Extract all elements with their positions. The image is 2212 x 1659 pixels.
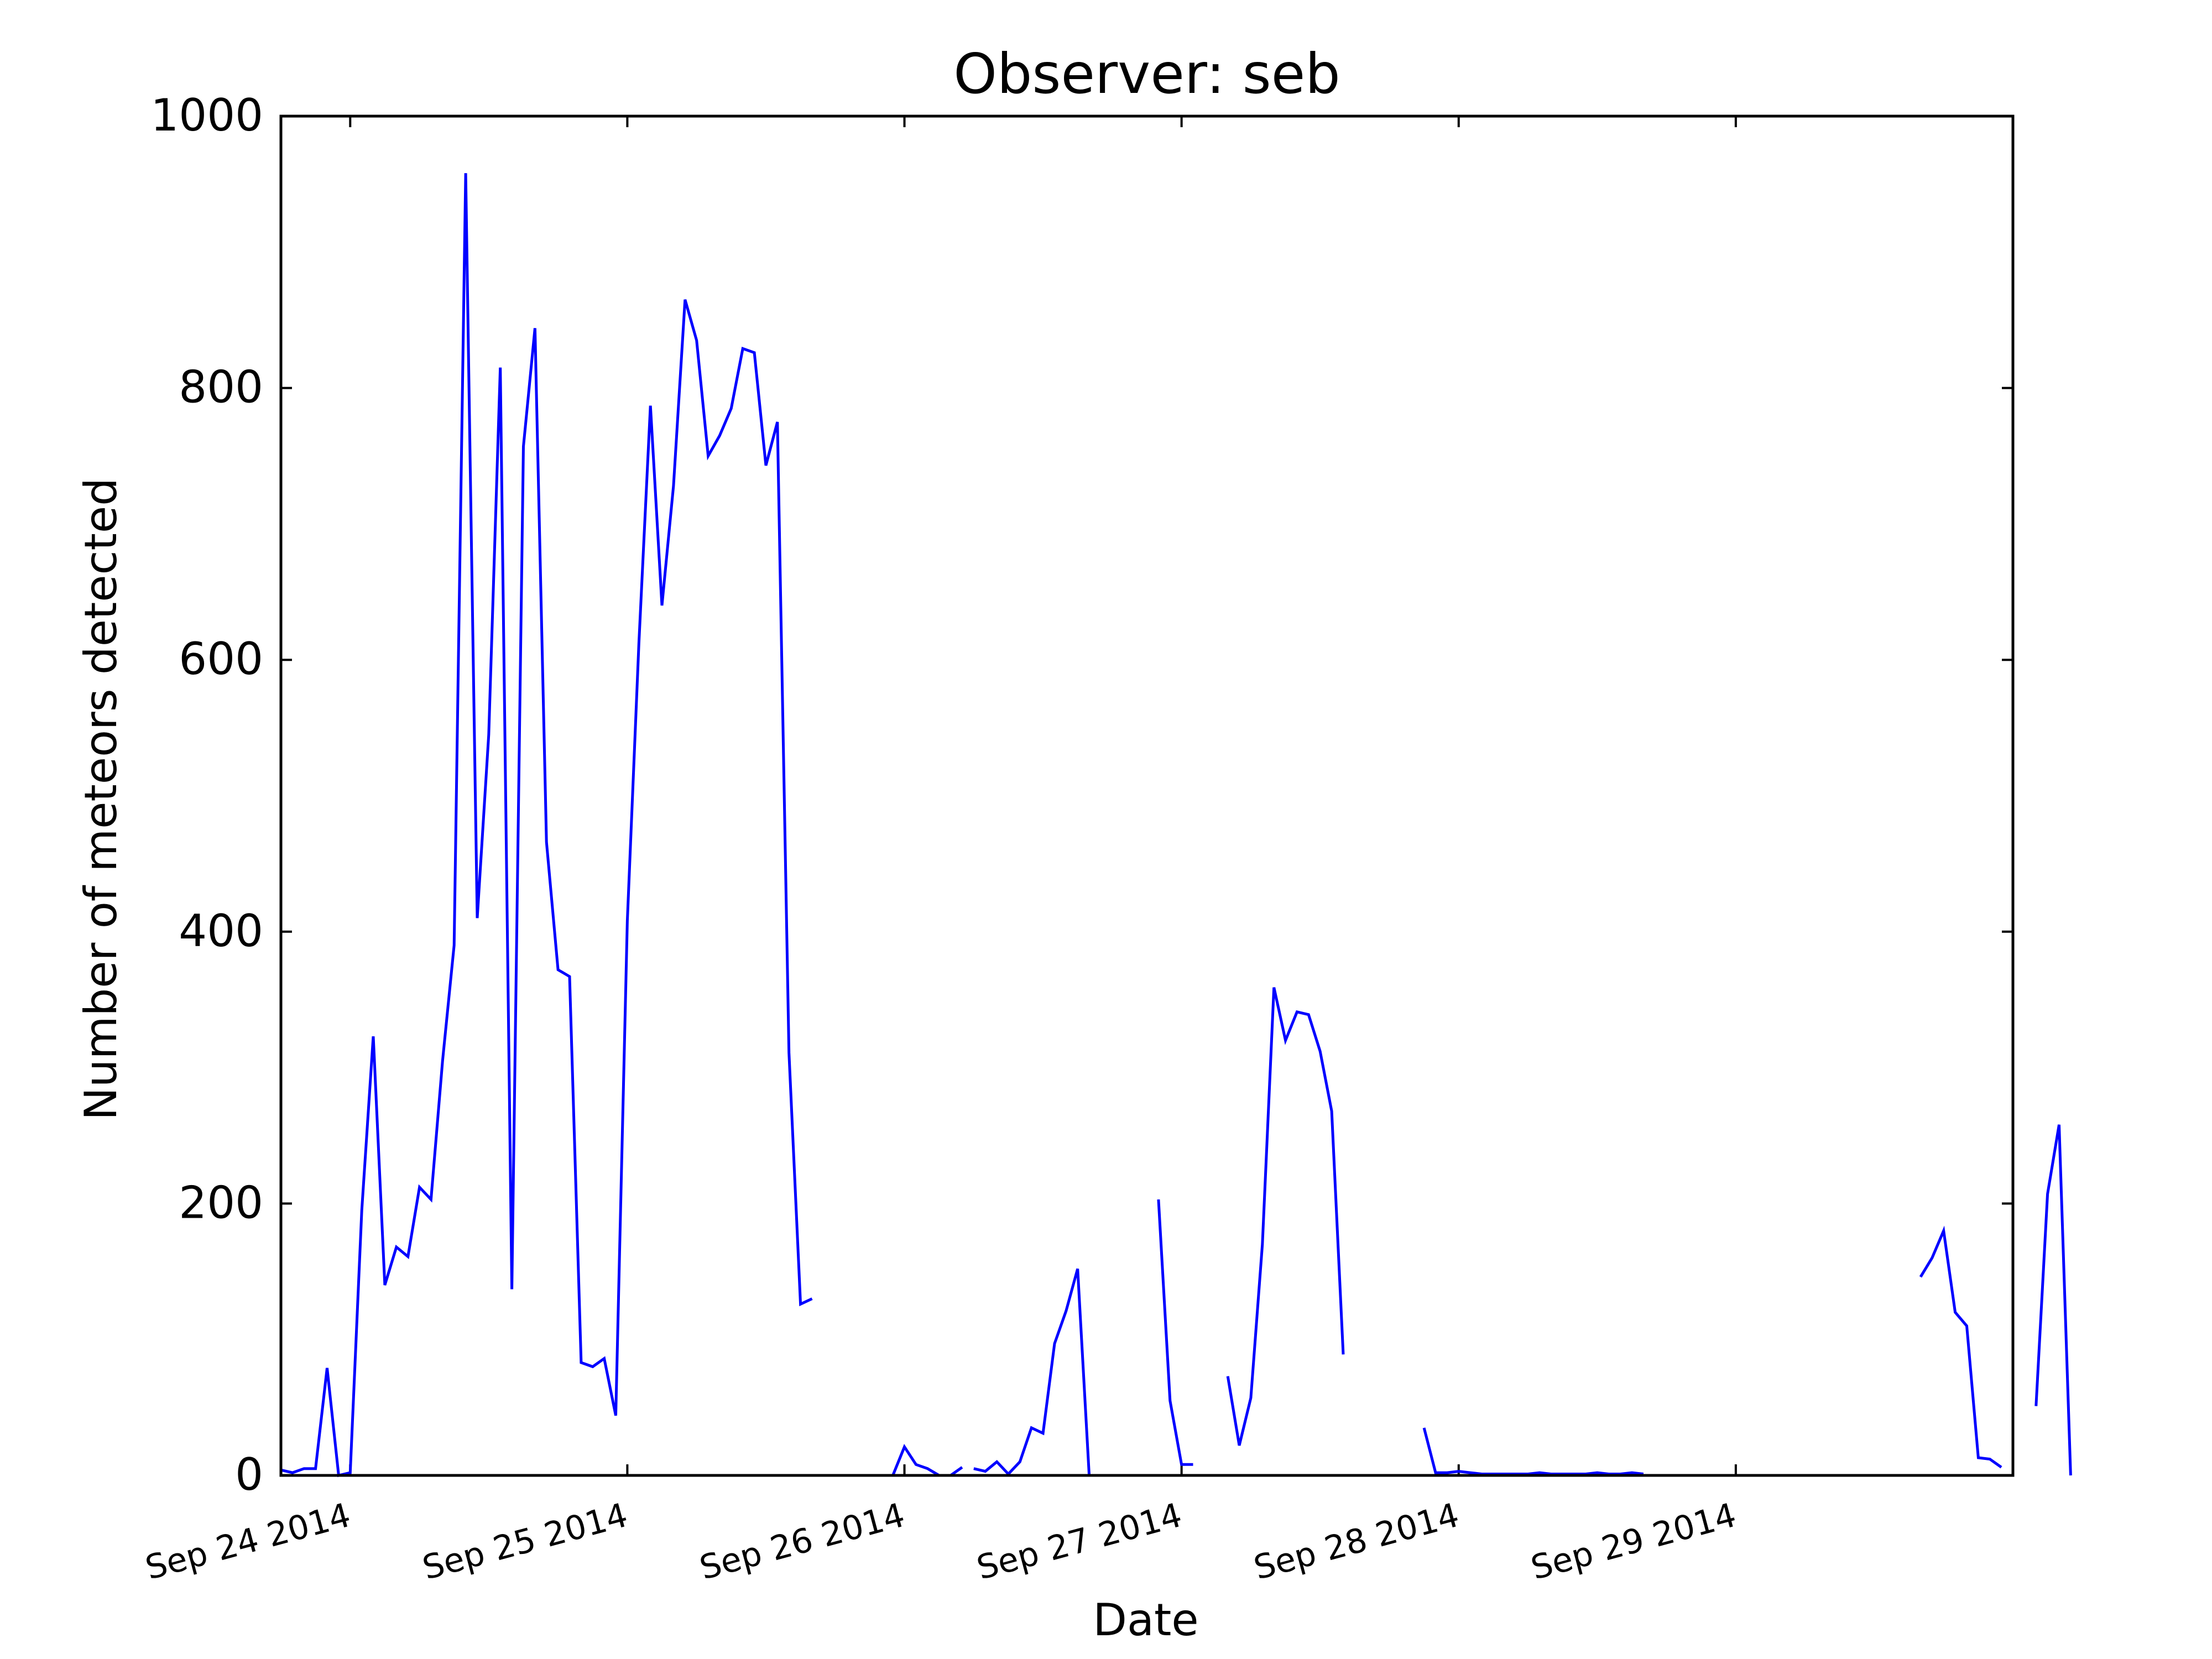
- y-axis-label: Number of meteors detected: [75, 478, 127, 1120]
- y-axis-ticks: 0 200 400 600 800 1000: [150, 90, 2013, 1500]
- series-line-segment: [973, 1268, 1091, 1477]
- y-tick-label: 400: [179, 905, 263, 957]
- y-tick-label: 1000: [150, 90, 263, 141]
- series-line-segment: [1226, 987, 1345, 1446]
- x-axis-label: Date: [1093, 1594, 1198, 1646]
- series-line-segment: [1422, 1427, 1644, 1475]
- y-tick-label: 0: [235, 1449, 263, 1500]
- y-tick-label: 600: [179, 633, 263, 685]
- chart-title: Observer: seb: [953, 41, 1340, 106]
- plot-area-frame: [279, 114, 2015, 1477]
- series-line-segment: [2034, 1124, 2072, 1476]
- y-tick-label: 800: [179, 362, 263, 413]
- y-tick-label: 200: [179, 1177, 263, 1228]
- series-line-segment: [1919, 1225, 2002, 1469]
- series-line-segment: [280, 173, 813, 1478]
- series-line-segment: [1157, 1199, 1193, 1466]
